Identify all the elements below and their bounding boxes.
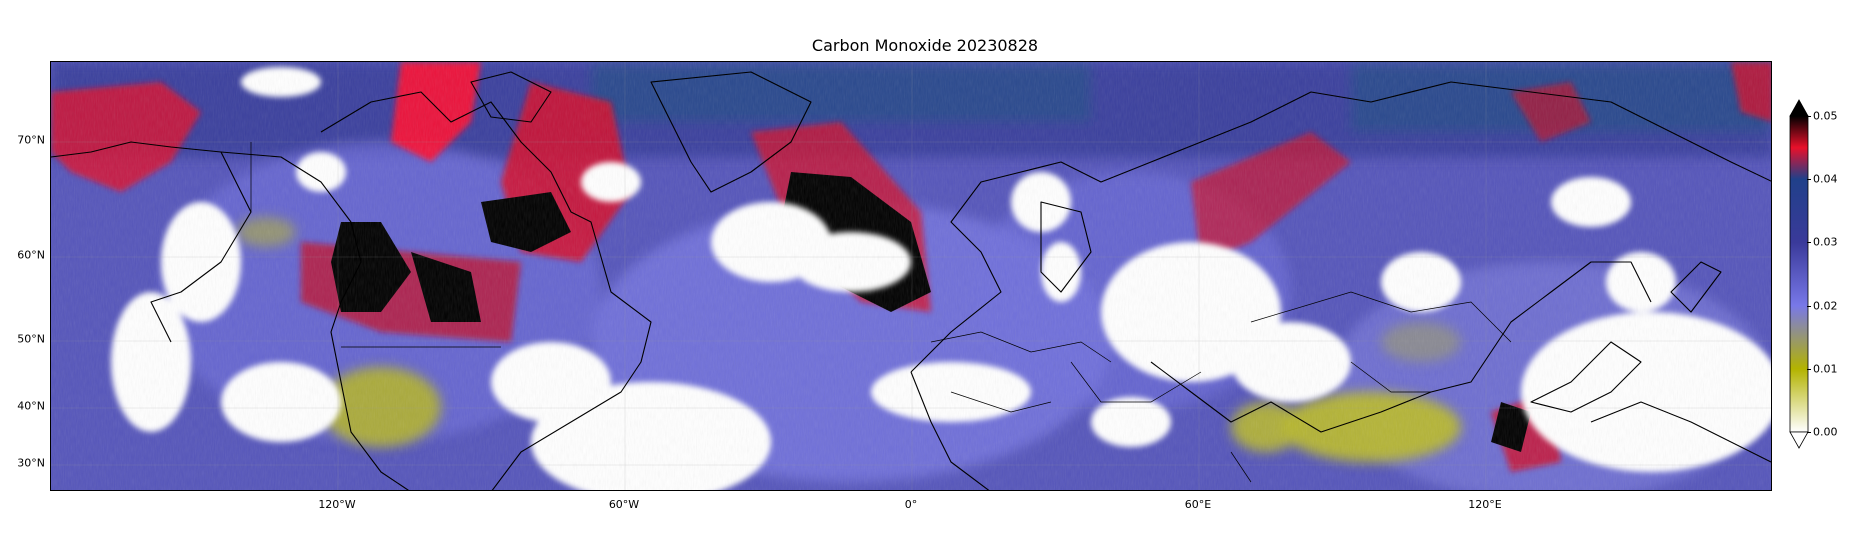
map-canvas bbox=[51, 62, 1771, 490]
lat-label-50: 50°N bbox=[17, 332, 45, 346]
colorbar-tick-label: 0.03 bbox=[1813, 235, 1838, 249]
colorbar bbox=[1789, 98, 1849, 450]
lon-label-0: 0° bbox=[904, 498, 918, 511]
colorbar-tick-label: 0.02 bbox=[1813, 299, 1838, 313]
colorbar-tick-label: 0.04 bbox=[1813, 172, 1838, 186]
colorbar-tick-label: 0.01 bbox=[1813, 362, 1838, 376]
lat-label-60: 60°N bbox=[17, 248, 45, 262]
colorbar-tickmark bbox=[1807, 179, 1811, 180]
map-title: Carbon Monoxide 20230828 bbox=[811, 36, 1039, 55]
colorbar-tickmark bbox=[1807, 242, 1811, 243]
colorbar-tickmark bbox=[1807, 432, 1811, 433]
lon-label-60e: 60°E bbox=[1184, 498, 1212, 511]
colorbar-tickmark bbox=[1807, 369, 1811, 370]
colorbar-tickmark bbox=[1807, 306, 1811, 307]
lat-label-30: 30°N bbox=[17, 456, 45, 470]
lon-label-120e: 120°E bbox=[1468, 498, 1502, 511]
lon-label-120w: 120°W bbox=[318, 498, 356, 511]
colorbar-tick-label: 0.00 bbox=[1813, 425, 1838, 439]
swath-texture bbox=[51, 62, 1771, 490]
colorbar-extend-min bbox=[1789, 431, 1809, 449]
colorbar-gradient bbox=[1789, 99, 1809, 449]
lat-label-70: 70°N bbox=[17, 133, 45, 147]
colorbar-tick-label: 0.05 bbox=[1813, 109, 1838, 123]
lat-label-40: 40°N bbox=[17, 399, 45, 413]
colorbar-body bbox=[1789, 115, 1809, 433]
map-panel[interactable] bbox=[50, 61, 1772, 491]
coastlines bbox=[51, 71, 1771, 490]
colorbar-tickmark bbox=[1807, 116, 1811, 117]
country-borders bbox=[250, 142, 1512, 483]
lon-label-60w: 60°W bbox=[608, 498, 640, 511]
gridlines bbox=[51, 62, 1771, 490]
colorbar-extend-max bbox=[1789, 99, 1809, 117]
